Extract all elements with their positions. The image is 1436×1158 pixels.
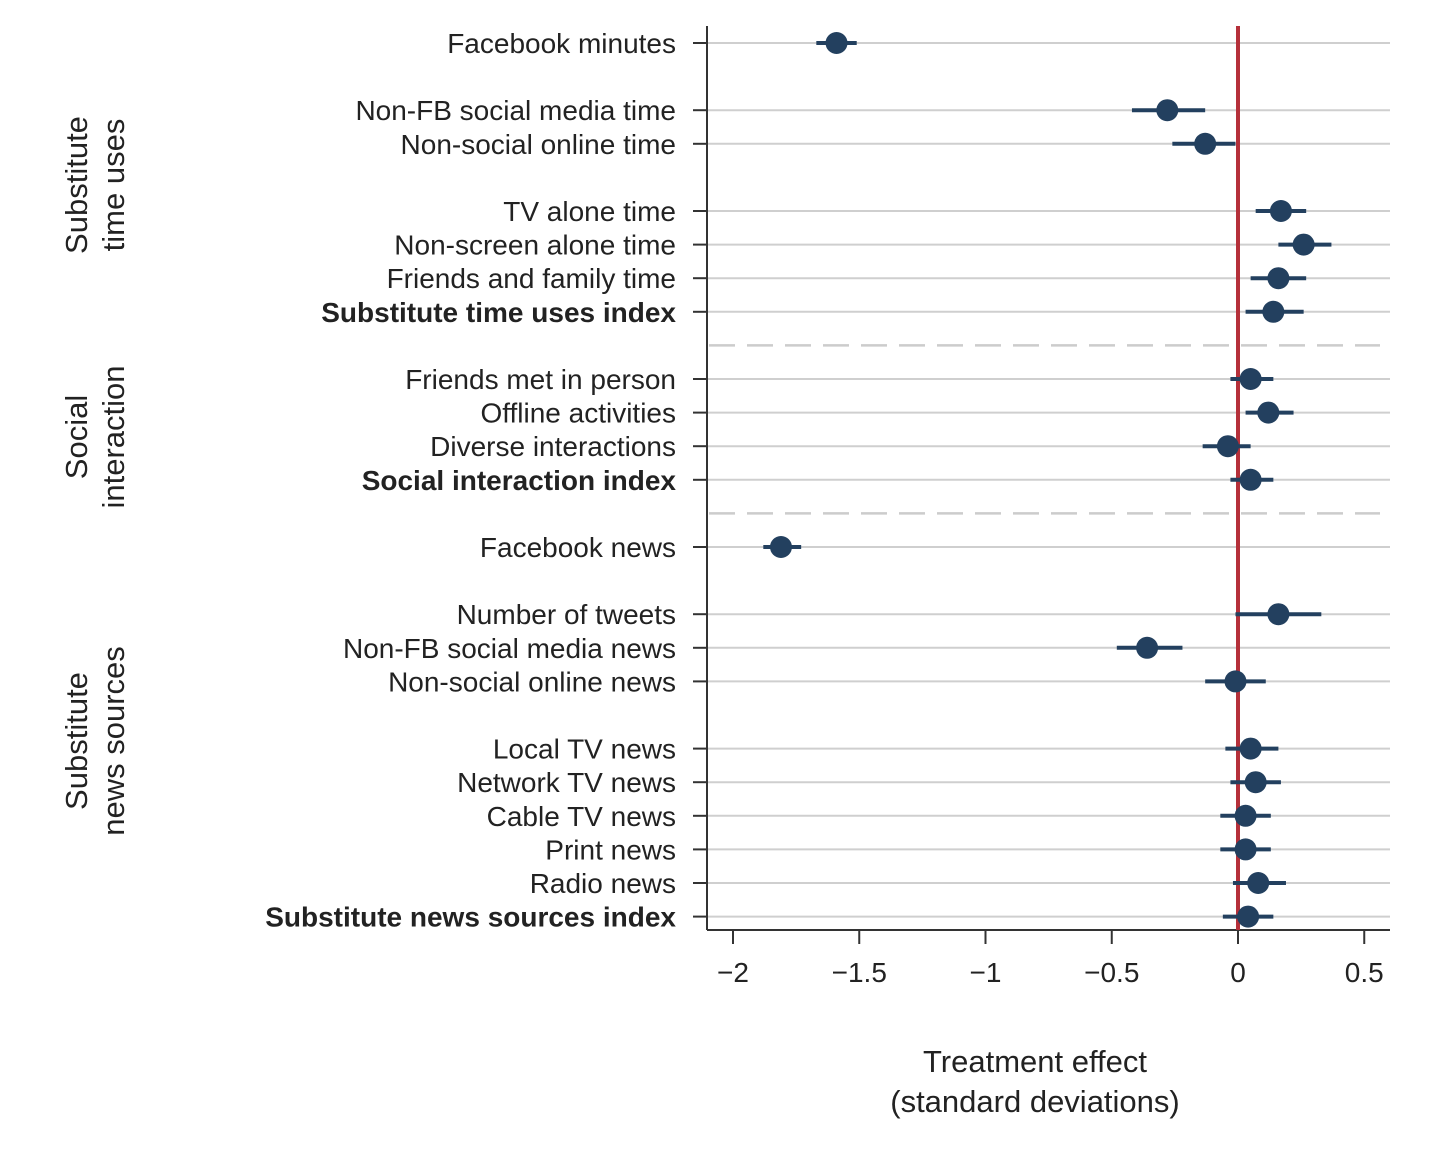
row-label: Facebook news [480,532,676,563]
estimate-point [1239,468,1262,491]
estimate-point [1234,838,1257,861]
row-label: Friends and family time [387,263,676,294]
group-labels: Substitutetime usesSocialinteractionSubs… [59,116,131,836]
estimate-point [1156,99,1179,122]
estimate-point [1269,200,1292,222]
estimate-point [1239,737,1262,760]
estimate-point [1136,636,1159,659]
estimate-point [1237,905,1260,928]
row-label: Non-social online time [401,129,676,160]
group-label: Socialinteraction [59,365,131,508]
estimate-point [769,536,792,558]
x-axis-title-line: (standard deviations) [890,1084,1180,1119]
row-label: Social interaction index [362,465,677,496]
estimate-point [1239,368,1262,390]
estimate-point [1267,603,1290,626]
group-label: Substitutenews sources [59,646,131,836]
row-label: Network TV news [457,767,676,798]
estimate-point [825,32,848,54]
group-label-line: Substitute [59,672,94,810]
group-label-line: time uses [96,119,131,252]
row-label: Substitute time uses index [321,297,676,328]
group-label: Substitutetime uses [59,116,131,254]
row-label: Friends met in person [405,364,676,395]
estimate-point [1257,401,1280,424]
row-label: TV alone time [503,196,676,227]
row-label: Cable TV news [487,801,676,832]
row-label: Offline activities [480,398,676,429]
estimate-point [1247,872,1270,894]
estimates [763,32,1332,928]
x-axis-title-line: Treatment effect [923,1044,1147,1079]
x-tick-label: −2 [717,957,749,988]
row-label: Non-FB social media news [343,633,676,664]
row-label: Facebook minutes [447,28,676,59]
estimate-point [1292,233,1315,256]
row-label: Non-FB social media time [355,95,676,126]
estimate-point [1262,300,1285,323]
row-label: Radio news [530,868,676,899]
estimate-point [1234,804,1257,827]
estimate-point [1216,435,1239,458]
group-label-line: news sources [96,646,131,836]
estimate-point [1267,267,1290,290]
row-label: Local TV news [493,734,676,765]
x-tick-label: −1.5 [832,957,887,988]
x-axis-title: Treatment effect (standard deviations) [890,1044,1180,1119]
x-tick-label: 0 [1230,957,1246,988]
group-label-line: interaction [96,365,131,508]
x-tick-label: −0.5 [1084,957,1139,988]
row-labels: Facebook minutes Non-FB social media time… [265,28,676,933]
row-label: Non-screen alone time [394,230,676,261]
group-label-line: Substitute [59,116,94,254]
group-label-line: Social [59,395,94,479]
row-label: Substitute news sources index [265,902,676,933]
row-label: Diverse interactions [430,431,676,462]
x-tick-label: 0.5 [1345,957,1384,988]
estimate-point [1224,670,1247,693]
estimate-point [1244,771,1267,794]
estimate-point [1194,132,1217,155]
row-label: Print news [545,834,676,865]
row-label: Number of tweets [457,599,676,630]
axes: −2 −1.5 −1 −0.5 0 0.5 [693,26,1390,988]
x-tick-label: −1 [970,957,1002,988]
row-label: Non-social online news [388,666,676,697]
